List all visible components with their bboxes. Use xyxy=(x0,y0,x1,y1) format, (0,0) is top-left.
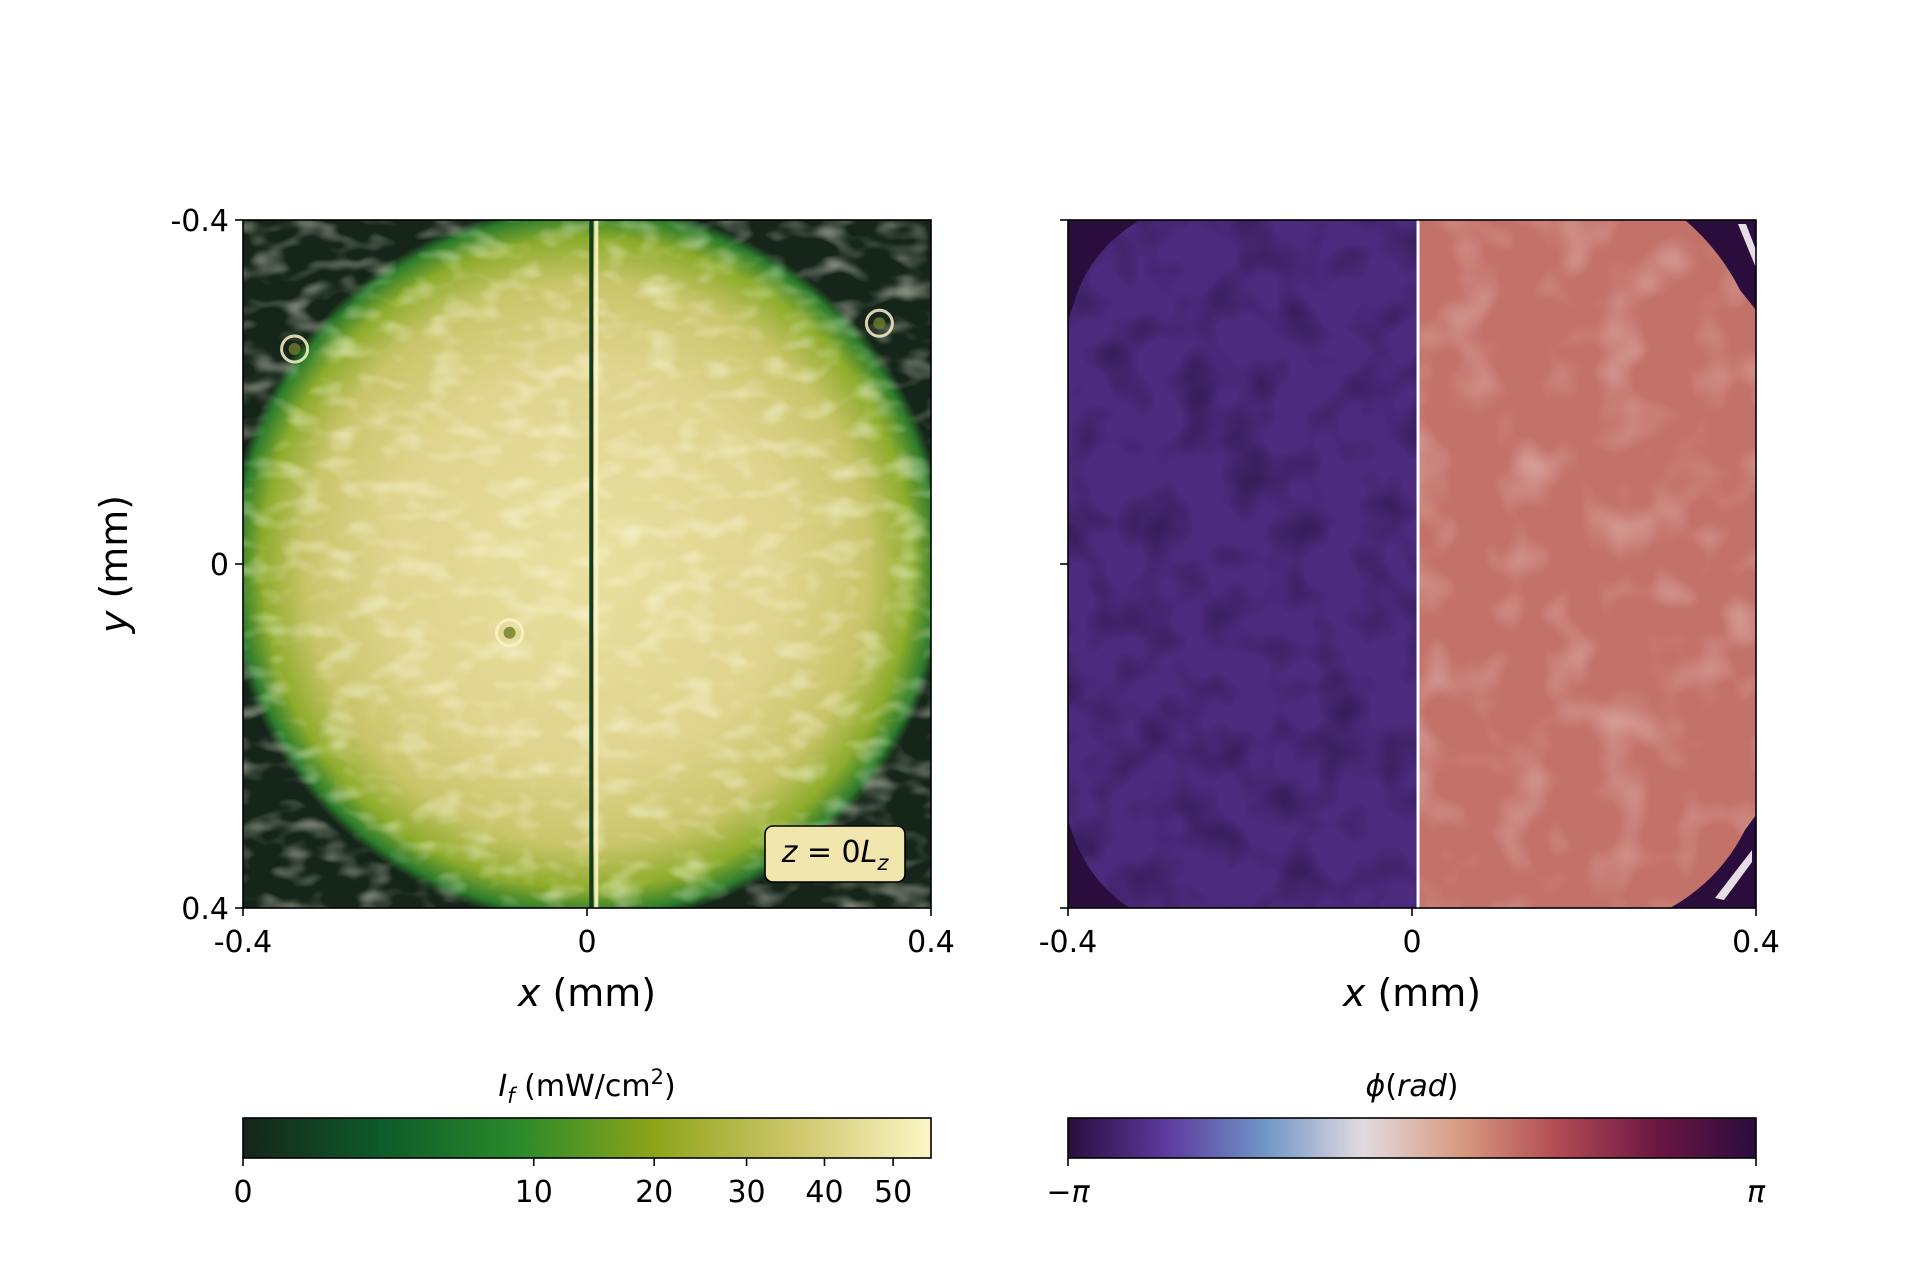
intensity-dark-line xyxy=(589,220,599,908)
z-annotation-box xyxy=(764,825,906,883)
phase-right-texture xyxy=(1418,220,1756,908)
intensity-panel: -0.4 0 0.4-0.400.4 z = 0Lz x (mm) y (mm) xyxy=(92,204,955,1015)
phase-wrap-stripe-bottom xyxy=(1715,850,1752,900)
x-tick-label: 0 xyxy=(1402,925,1421,960)
colorbar-tick-label: 0 xyxy=(233,1175,252,1210)
x-tick-label: -0.4 xyxy=(214,925,273,960)
x-tick-label: 0.4 xyxy=(907,925,955,960)
colorbar-tick-label: 20 xyxy=(635,1175,673,1210)
intensity-speckle-texture xyxy=(243,220,931,908)
y-tick-label: 0 xyxy=(210,548,229,583)
phase-colorbar: ϕ(rad) −π π xyxy=(1046,1069,1766,1210)
ring-defect-core xyxy=(503,626,516,639)
y-tick-label: 0.4 xyxy=(181,892,229,927)
colorbar-tick-label: 50 xyxy=(874,1175,912,1210)
z-annotation-text: z = 0Lz xyxy=(781,835,890,875)
intensity-colorbar-label: If (mW/cm2) xyxy=(498,1065,675,1108)
ring-defect xyxy=(495,618,525,648)
x-tick-label: -0.4 xyxy=(1039,925,1098,960)
phase-heatmap xyxy=(1068,220,1756,908)
y-axis-label: y (mm) xyxy=(92,495,136,634)
colorbar-tick-label: 30 xyxy=(727,1175,765,1210)
phase-left-texture xyxy=(1068,220,1418,908)
ring-defect-core xyxy=(288,343,301,355)
intensity-ring-defects xyxy=(280,308,894,648)
intensity-colorbar-ticks: 0 10 20 30 40 50 xyxy=(233,1158,912,1210)
ring-defect xyxy=(864,308,894,338)
phase-panel: -0.4 0 0.4 x (mm) xyxy=(1039,219,1780,1015)
intensity-x-axis-label: x (mm) xyxy=(517,971,656,1015)
phase-wrap-stripe-top xyxy=(1738,224,1756,268)
colorbar-tick-label: −π xyxy=(1046,1175,1090,1210)
x-tick-label: 0.4 xyxy=(1732,925,1780,960)
phase-axes-ticks: -0.4 0 0.4 xyxy=(1039,219,1780,960)
ring-defect-core xyxy=(873,317,886,330)
intensity-heatmap xyxy=(243,220,931,908)
phase-right-corner-top xyxy=(1685,220,1756,310)
colorbar-tick-label: π xyxy=(1747,1175,1766,1210)
intensity-colorbar-bar xyxy=(242,1117,932,1159)
x-tick-label: 0 xyxy=(577,925,596,960)
phase-colorbar-bar xyxy=(1067,1117,1757,1159)
y-tick-label: -0.4 xyxy=(170,204,229,239)
phase-colorbar-label: ϕ(rad) xyxy=(1366,1069,1459,1104)
phase-left-edge-corners xyxy=(1068,220,1140,908)
phase-colorbar-ticks: −π π xyxy=(1046,1158,1766,1210)
ring-defect xyxy=(280,334,310,364)
intensity-axes-ticks: -0.4 0 0.4-0.400.4 xyxy=(170,204,954,960)
intensity-colorbar: If (mW/cm2) 0 10 20 30 40 50 xyxy=(233,1065,932,1210)
colorbar-tick-label: 10 xyxy=(515,1175,553,1210)
colorbar-tick-label: 40 xyxy=(805,1175,843,1210)
z-annotation: z = 0Lz xyxy=(764,825,906,883)
phase-x-axis-label: x (mm) xyxy=(1342,971,1481,1015)
